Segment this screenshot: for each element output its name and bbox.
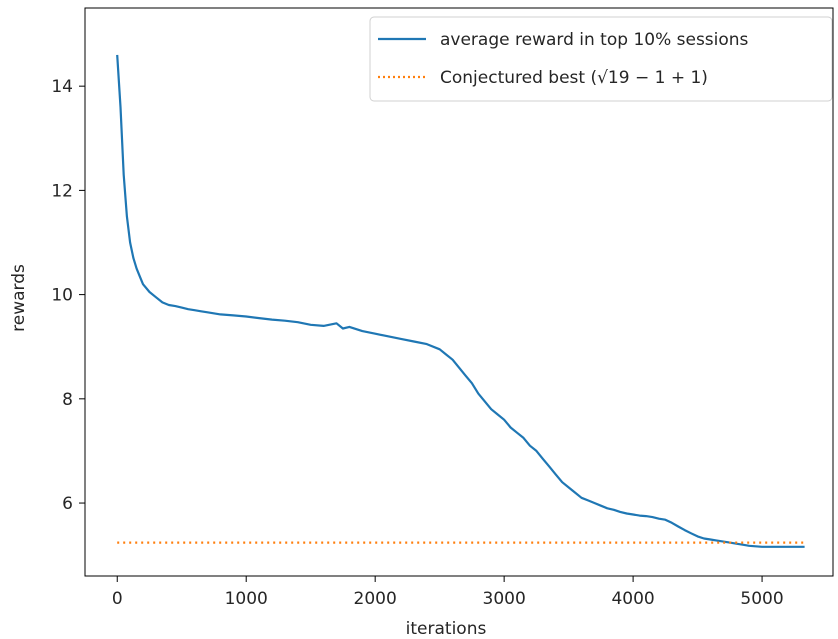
y-axis-ticks: 6 8 10 12 14 xyxy=(51,77,85,514)
x-tick-label: 2000 xyxy=(354,589,397,609)
x-axis-ticks: 0 1000 2000 3000 4000 5000 xyxy=(112,576,784,609)
axes-frame xyxy=(84,7,834,577)
legend: average reward in top 10% sessions Conje… xyxy=(369,16,833,102)
legend-label-series-1: average reward in top 10% sessions xyxy=(440,30,749,50)
legend-box xyxy=(369,16,833,102)
x-tick-label: 0 xyxy=(112,589,123,609)
y-axis-label: rewards xyxy=(9,264,29,332)
y-tick-label: 10 xyxy=(51,286,73,306)
x-tick-label: 5000 xyxy=(740,589,783,609)
x-tick-label: 1000 xyxy=(225,589,268,609)
x-tick-label: 3000 xyxy=(483,589,526,609)
x-tick-label: 4000 xyxy=(611,589,654,609)
plot-lines xyxy=(116,54,805,548)
legend-label-series-2: Conjectured best (√19 − 1 + 1) xyxy=(440,68,708,88)
y-tick-label: 12 xyxy=(51,181,73,201)
x-axis-label: iterations xyxy=(406,619,487,639)
y-tick-label: 6 xyxy=(62,494,73,514)
y-tick-label: 8 xyxy=(62,390,73,410)
series-line-1 xyxy=(116,54,805,548)
y-tick-label: 14 xyxy=(51,77,73,97)
